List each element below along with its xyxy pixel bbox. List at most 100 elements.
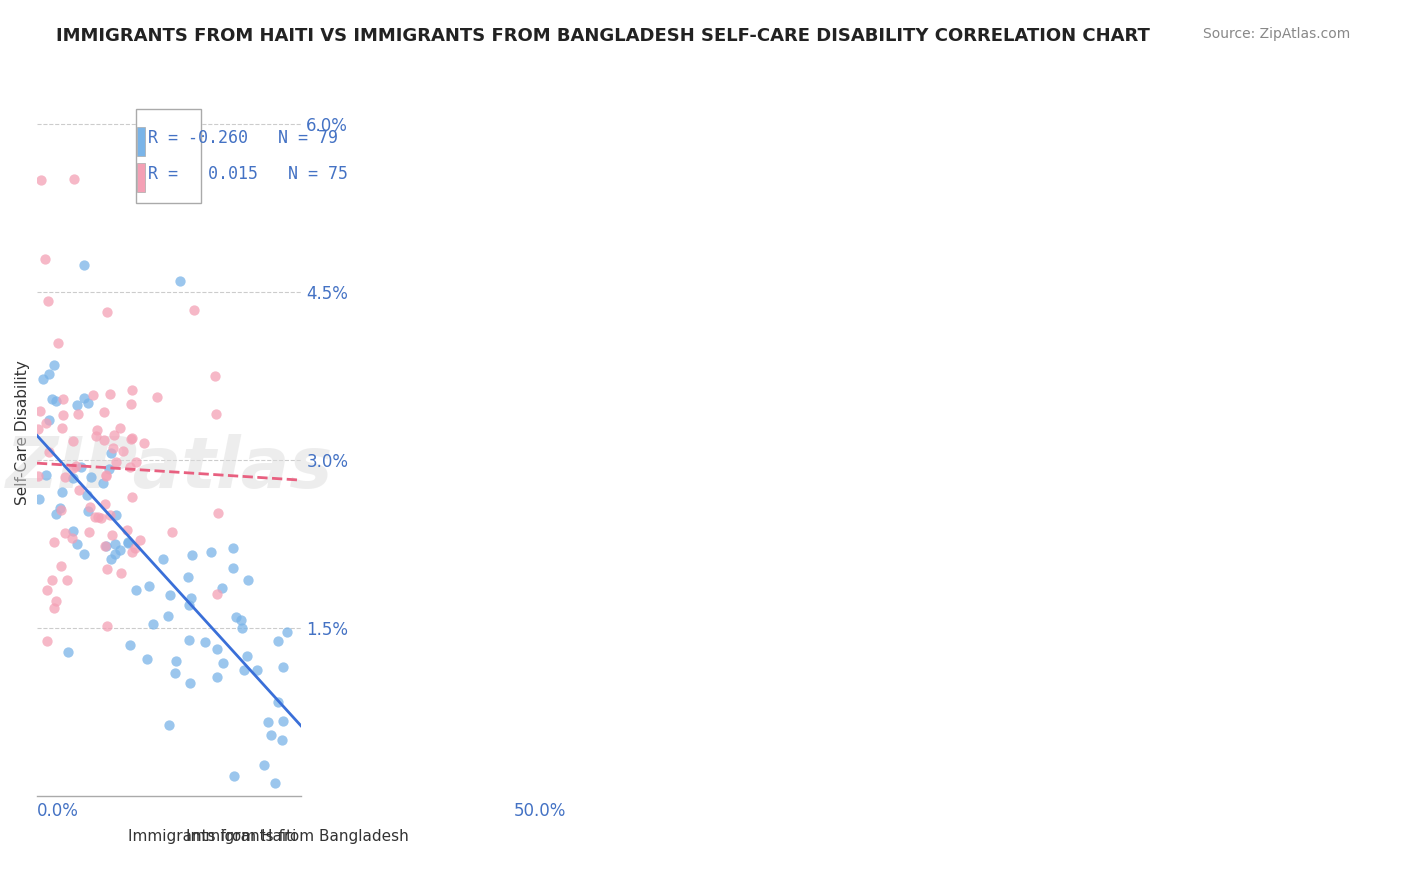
Point [38,368,60,382]
Point [41,573,63,587]
Point [236,649,259,664]
Point [62,524,84,539]
Point [276,625,298,640]
FancyBboxPatch shape [138,127,145,156]
Point [118,459,141,474]
Point [67,407,90,421]
Point [229,613,252,627]
Point [72,258,94,272]
Point [82,388,104,402]
Point [121,383,143,397]
Point [231,621,253,635]
Point [125,455,148,469]
Point [76,488,98,502]
Point [52,392,75,406]
Point [253,758,276,772]
Point [100,552,122,566]
Point [207,587,229,601]
Point [51,503,73,517]
Point [37,633,59,648]
Point [52,408,75,422]
Point [117,535,139,549]
Point [45,394,67,409]
Text: 50.0%: 50.0% [513,802,565,820]
Point [138,579,160,593]
Point [53,470,76,484]
Point [94,498,117,512]
Text: Immigrants from Bangladesh: Immigrants from Bangladesh [187,829,409,844]
Point [27,422,49,436]
Point [222,541,245,555]
Point [260,728,283,742]
Point [65,459,87,474]
Point [205,670,228,684]
Point [159,588,181,602]
Point [56,573,79,587]
Point [103,547,125,561]
Point [120,432,142,446]
Point [125,582,148,597]
Point [124,541,146,555]
Point [156,609,179,624]
Point [31,372,53,386]
Point [132,436,155,450]
Point [163,666,186,681]
Point [271,659,294,673]
Text: IMMIGRANTS FROM HAITI VS IMMIGRANTS FROM BANGLADESH SELF-CARE DISABILITY CORRELA: IMMIGRANTS FROM HAITI VS IMMIGRANTS FROM… [56,27,1150,45]
Point [66,398,89,412]
Point [135,652,157,666]
Point [98,387,121,401]
Point [205,642,228,657]
Point [212,656,235,670]
Point [69,459,91,474]
Text: Immigrants from Haiti: Immigrants from Haiti [128,829,297,844]
Point [120,638,142,652]
Point [73,391,96,405]
Point [121,490,143,504]
Point [93,433,115,447]
Point [58,645,80,659]
Point [79,500,101,514]
Point [45,507,67,521]
Point [34,252,56,266]
Text: R = -0.260   N = 79: R = -0.260 N = 79 [148,128,337,146]
Point [42,358,65,372]
Point [110,566,132,581]
Point [98,508,121,522]
Point [37,583,59,598]
Point [49,559,72,574]
Point [51,484,73,499]
Point [179,632,201,647]
Text: Source: ZipAtlas.com: Source: ZipAtlas.com [1202,27,1350,41]
Point [104,537,127,551]
Point [30,173,52,187]
Point [80,470,103,484]
Point [205,408,228,422]
Point [41,392,63,407]
Point [211,581,233,595]
Point [200,544,222,558]
Point [94,539,117,553]
Point [180,591,202,605]
FancyBboxPatch shape [136,109,201,203]
Point [94,469,117,483]
Point [60,532,83,546]
Point [115,523,138,537]
Point [94,467,117,482]
Point [49,501,72,516]
Point [169,274,191,288]
Point [28,403,51,417]
Point [38,445,60,459]
Point [177,599,200,613]
Point [256,714,278,729]
Point [117,535,139,549]
Point [120,397,142,411]
Point [37,293,59,308]
Point [35,416,58,430]
Point [96,539,118,553]
Point [271,732,294,747]
Point [108,421,131,435]
Point [45,593,67,607]
Point [84,510,107,524]
Point [46,336,69,351]
